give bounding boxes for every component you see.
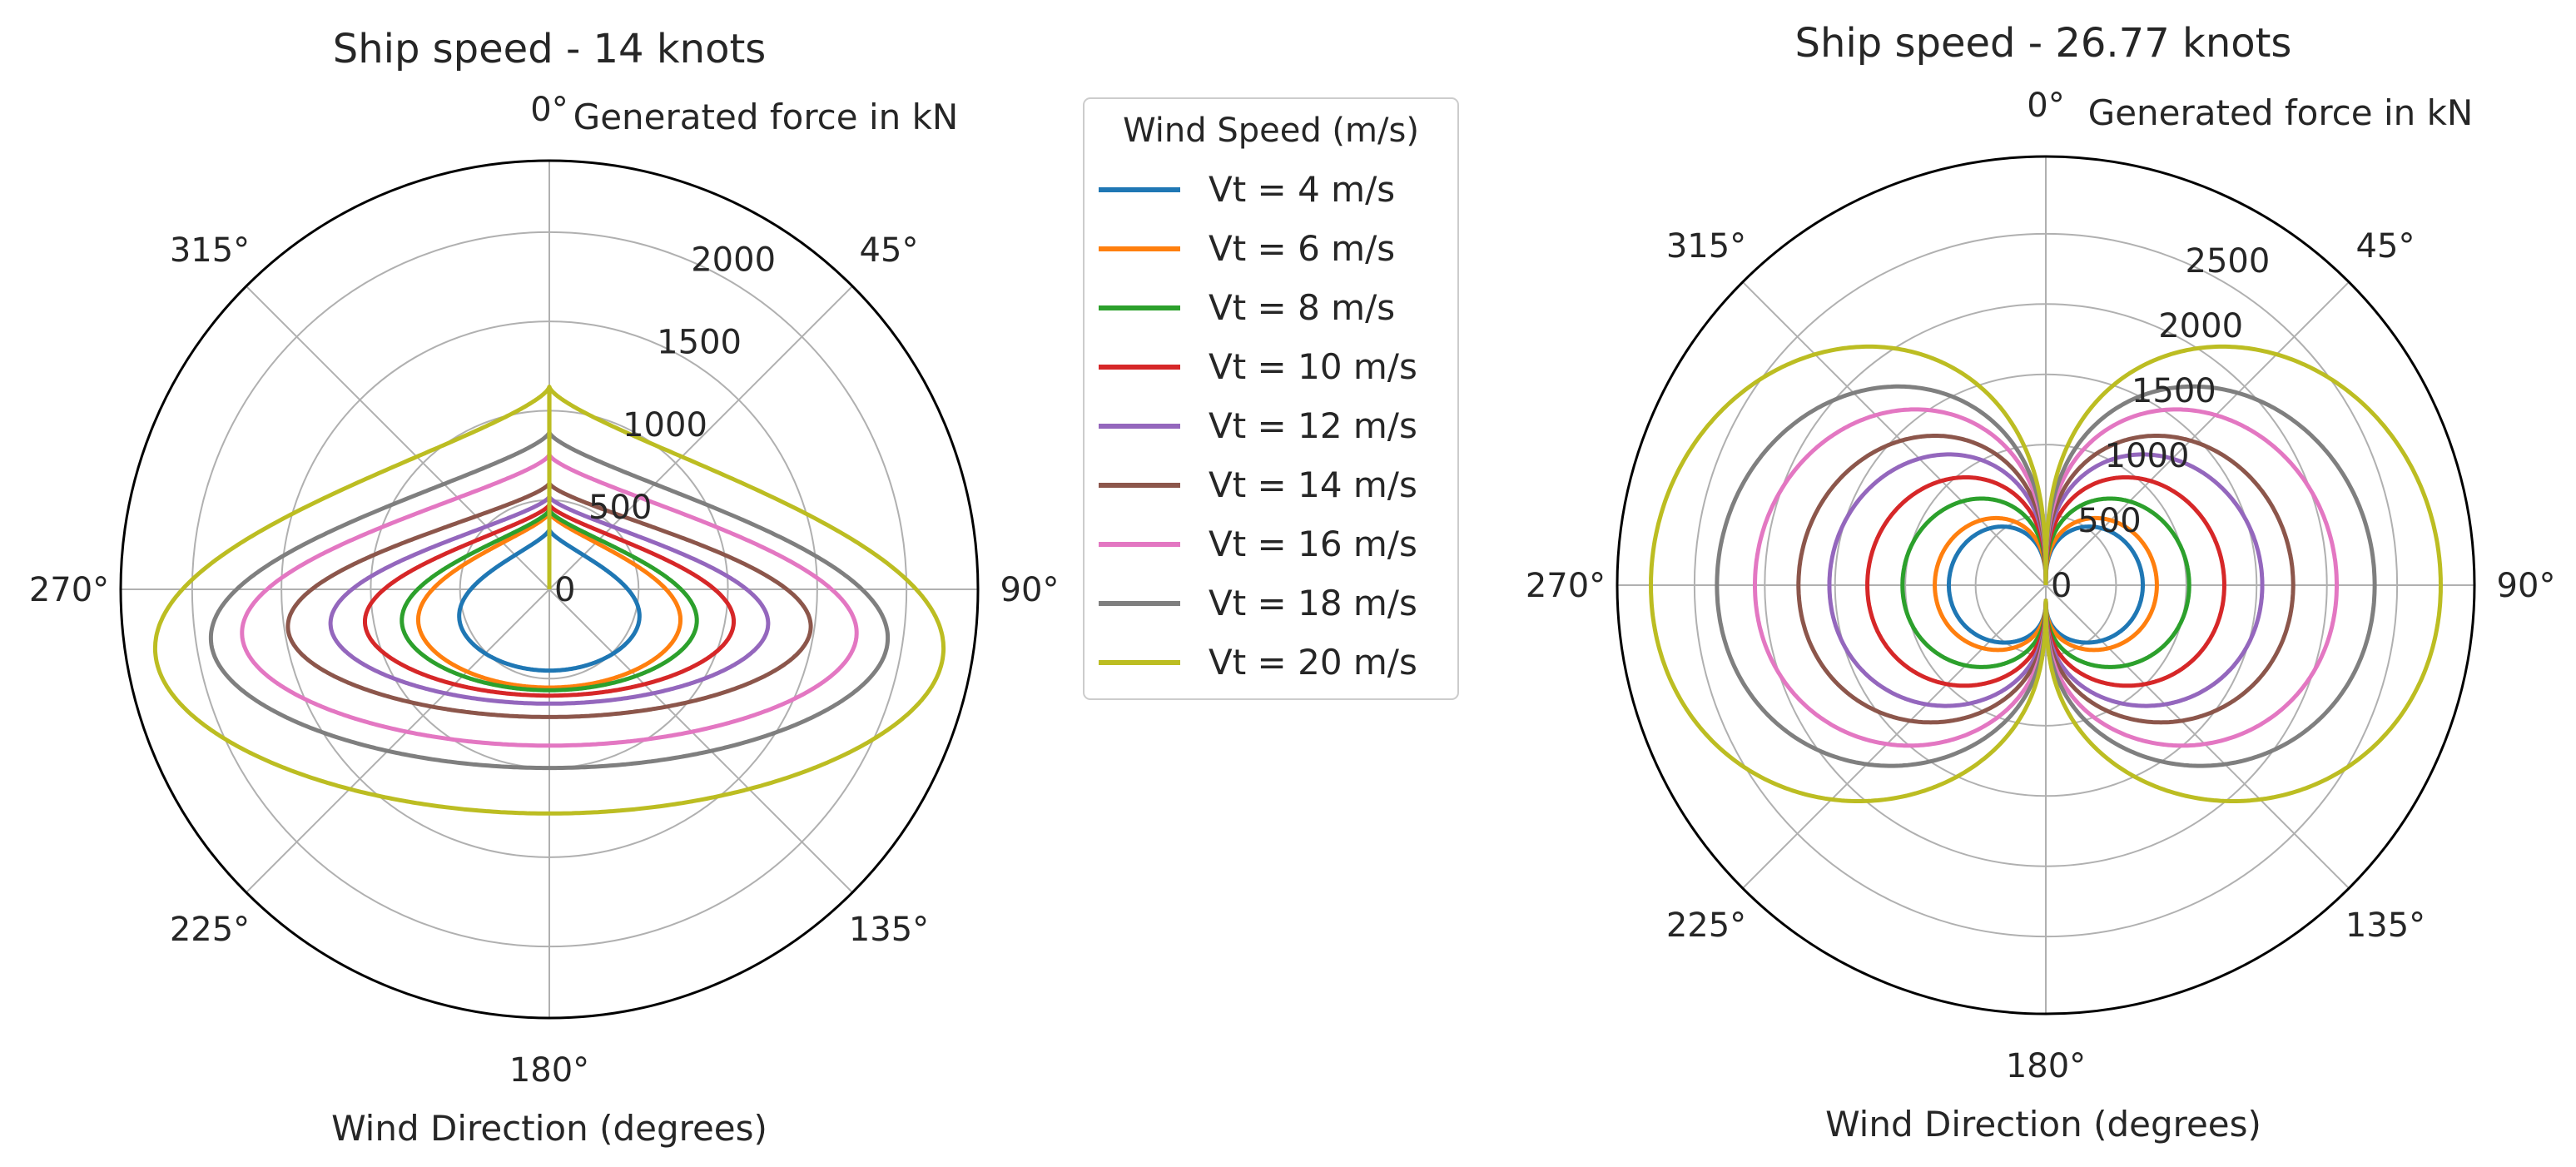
angle-tick-label: 135° [2345, 906, 2425, 945]
angle-tick-label: 90° [1000, 571, 1060, 609]
radial-tick-label: 0 [554, 571, 575, 609]
angle-tick-label: 45° [2356, 227, 2415, 266]
series-line-1 [457, 527, 642, 673]
legend-title: Wind Speed (m/s) [1123, 112, 1419, 150]
legend-label: Vt = 18 m/s [1209, 583, 1417, 623]
series-line-9 [1649, 344, 2443, 803]
series-line-6 [285, 481, 813, 719]
series-line-8 [208, 430, 891, 771]
radial-tick-label: 2500 [2186, 242, 2271, 281]
legend-label: Vt = 6 m/s [1209, 228, 1395, 269]
polar-frame [119, 159, 980, 1020]
chart-title: Ship speed - 14 knots [333, 26, 767, 72]
series-line-2 [416, 510, 682, 690]
legend-entries: Vt = 4 m/s Vt = 6 m/s Vt = 8 m/s Vt = 10 m/… [1099, 169, 1417, 683]
chart-title: Ship speed - 26.77 knots [1795, 20, 2292, 67]
series-curves [152, 385, 946, 816]
radial-tick-labels: 0 500 1000 1500 2000 [554, 241, 776, 609]
grid-spoke [2045, 584, 2350, 889]
radial-tick-label: 1000 [623, 406, 707, 444]
series-line-4 [363, 502, 736, 698]
radial-tick-label: 1500 [2132, 372, 2216, 410]
radial-tick-label: 1000 [2105, 437, 2190, 475]
polar-frame [1616, 155, 2476, 1016]
grid-spoke [1742, 584, 2047, 889]
legend-label: Vt = 8 m/s [1209, 287, 1395, 328]
radial-tick-label: 500 [2077, 502, 2141, 540]
radial-tick-label: 1500 [657, 324, 742, 362]
grid-spoke [548, 588, 853, 893]
angle-tick-label: 315° [170, 231, 250, 270]
angle-tick-label: 315° [1666, 227, 1746, 266]
polar-grid [1616, 155, 2476, 1016]
grid-spoke [246, 588, 550, 893]
series-line-5 [328, 494, 771, 706]
grid-spoke [2045, 281, 2350, 586]
angle-tick-label: 180° [2006, 1047, 2086, 1085]
series-line-3 [400, 508, 699, 693]
radial-tick-label: 0 [2051, 567, 2072, 605]
series-line-7 [240, 452, 859, 748]
x-axis-label: Wind Direction (degrees) [331, 1108, 767, 1149]
angle-tick-label: 270° [29, 571, 109, 609]
radial-tick-label: 500 [588, 489, 652, 527]
angle-tick-labels: 0° 45° 90° 135° 180° 225° 270° 315° [1526, 87, 2556, 1085]
legend-label: Vt = 12 m/s [1209, 405, 1417, 446]
grid-spoke [1742, 281, 2047, 586]
legend: Wind Speed (m/s) Vt = 4 m/sVt = 6 m/sVt … [1083, 97, 1459, 700]
radial-axis-label: Generated force in kN [573, 97, 959, 137]
series-curves [1649, 344, 2443, 803]
angle-tick-label: 225° [1666, 906, 1746, 945]
angle-tick-label: 270° [1526, 567, 1606, 605]
legend-label: Vt = 16 m/s [1209, 524, 1417, 564]
radial-tick-label: 2000 [2158, 307, 2243, 345]
angle-tick-label: 0° [530, 91, 568, 129]
angle-tick-label: 0° [2027, 87, 2064, 125]
series-line-9 [152, 385, 946, 816]
angle-tick-label: 45° [860, 231, 919, 270]
x-axis-label: Wind Direction (degrees) [1825, 1104, 2261, 1145]
polar-chart-26-77-knots: Ship speed - 26.77 knots Generated force… [1526, 20, 2556, 1145]
angle-tick-label: 135° [849, 911, 929, 949]
angle-tick-labels: 0° 45° 90° 135° 180° 225° 270° 315° [29, 91, 1060, 1090]
angle-tick-label: 225° [170, 911, 250, 949]
radial-axis-label: Generated force in kN [2088, 92, 2474, 133]
legend-label: Vt = 20 m/s [1209, 642, 1417, 683]
radial-tick-label: 2000 [691, 241, 776, 280]
angle-tick-label: 180° [509, 1051, 589, 1090]
legend-label: Vt = 10 m/s [1209, 346, 1417, 387]
legend-label: Vt = 14 m/s [1209, 464, 1417, 505]
angle-tick-label: 90° [2497, 567, 2556, 605]
legend-label: Vt = 4 m/s [1209, 169, 1395, 210]
polar-chart-14-knots: Ship speed - 14 knots Generated force in… [29, 26, 1060, 1149]
